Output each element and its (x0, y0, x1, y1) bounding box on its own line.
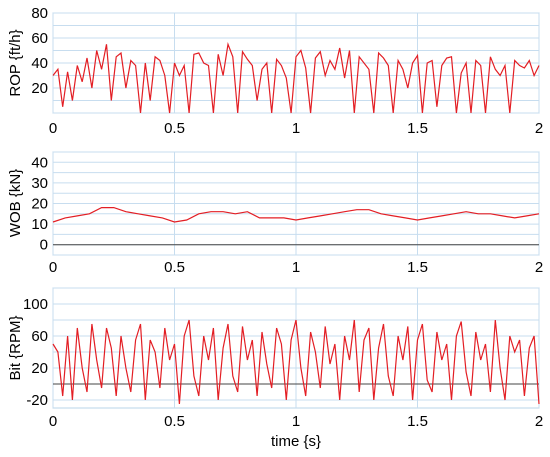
series-line-bit (52, 319, 540, 405)
y-ticks-bit: 100 60 20 -20 (23, 296, 48, 409)
y-tick-wob: 10 (31, 216, 48, 233)
y-tick-wob: 20 (31, 196, 48, 213)
panel-wob: WOB {kN} 40 30 20 10 0 0 0.5 1 1.5 2 (7, 151, 543, 276)
panel-rop: ROP {ft/h} 80 60 40 20 0 0.5 1 1.5 2 (7, 5, 543, 137)
x-tick-rop: 2 (535, 120, 543, 137)
x-ticks-rop: 0 0.5 1 1.5 2 (49, 120, 543, 137)
y-ticks-wob: 40 30 20 10 0 (31, 154, 48, 253)
x-tick-wob: 0.5 (164, 259, 185, 276)
panel-bit: Bit {RPM} 100 60 20 -20 0 0.5 1 1.5 2 ti… (7, 287, 543, 450)
y-tick-wob: 0 (40, 237, 48, 254)
x-tick-bit: 1.5 (407, 413, 428, 430)
x-ticks-bit: 0 0.5 1 1.5 2 (49, 413, 543, 430)
x-tick-bit: 2 (535, 413, 543, 430)
x-tick-wob: 0 (49, 259, 57, 276)
y-tick-wob: 40 (31, 154, 48, 171)
y-tick-bit: 100 (23, 296, 48, 313)
x-tick-wob: 1 (292, 259, 300, 276)
series-line-rop (52, 41, 540, 114)
x-tick-rop: 0 (49, 120, 57, 137)
x-axis-label: time {s} (271, 433, 321, 450)
y-tick-wob: 30 (31, 175, 48, 192)
x-tick-bit: 0.5 (164, 413, 185, 430)
x-tick-wob: 2 (535, 259, 543, 276)
x-tick-bit: 1 (292, 413, 300, 430)
y-tick-rop: 80 (31, 5, 48, 22)
y-tick-rop: 20 (31, 80, 48, 97)
y-ticks-rop: 80 60 40 20 (31, 5, 48, 97)
y-tick-bit: -20 (26, 392, 48, 409)
y-axis-label-bit: Bit {RPM} (7, 315, 24, 380)
x-tick-rop: 1.5 (407, 120, 428, 137)
y-axis-label-rop: ROP {ft/h} (7, 29, 24, 96)
x-tick-rop: 0.5 (164, 120, 185, 137)
y-tick-bit: 60 (31, 328, 48, 345)
series-line-wob (52, 207, 540, 223)
y-tick-rop: 60 (31, 30, 48, 47)
x-tick-wob: 1.5 (407, 259, 428, 276)
y-tick-rop: 40 (31, 55, 48, 72)
x-tick-rop: 1 (292, 120, 300, 137)
y-tick-bit: 20 (31, 360, 48, 377)
x-ticks-wob: 0 0.5 1 1.5 2 (49, 259, 543, 276)
x-tick-bit: 0 (49, 413, 57, 430)
y-axis-label-wob: WOB {kN} (7, 169, 24, 237)
